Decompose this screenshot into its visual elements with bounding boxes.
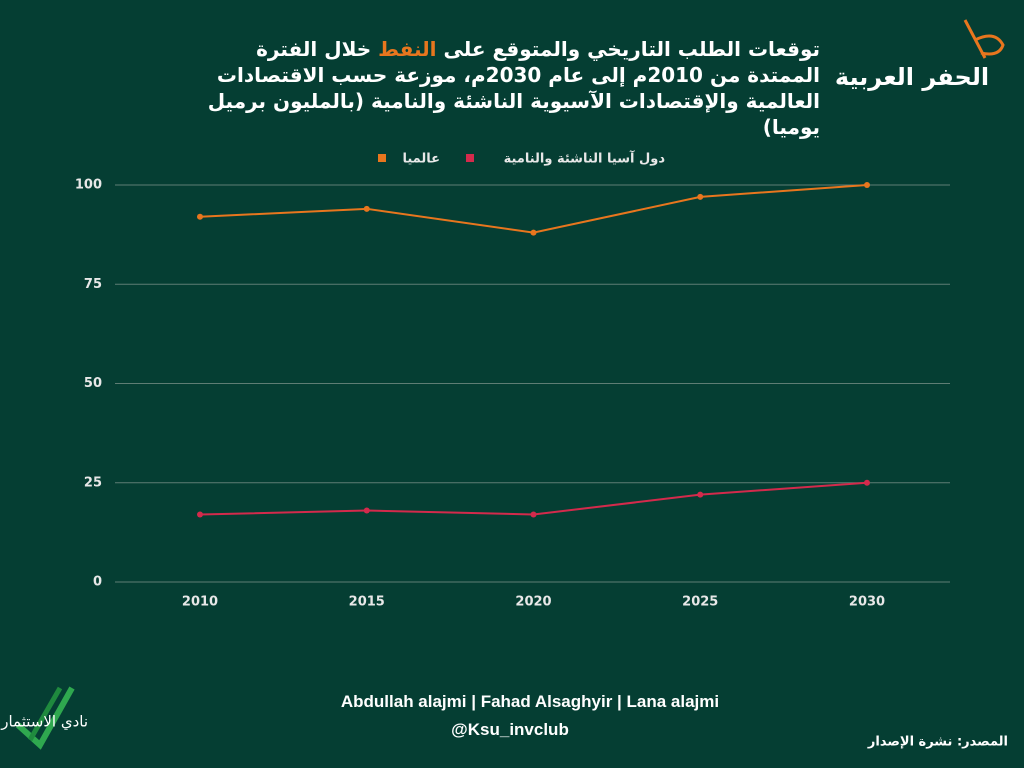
- authors: Abdullah alajmi | Fahad Alsaghyir | Lana…: [340, 692, 720, 711]
- club-logo: [15, 686, 75, 750]
- point: [530, 229, 537, 236]
- point: [363, 205, 370, 212]
- y-tick-label: 100: [75, 178, 102, 193]
- point: [697, 193, 704, 200]
- legend-label: عالميا: [402, 152, 440, 167]
- x-tick-label: 2010: [182, 595, 218, 610]
- club-name: نادي الاستثمار: [0, 713, 88, 732]
- point: [864, 479, 870, 486]
- point: [197, 213, 203, 220]
- point: [197, 511, 203, 518]
- logo: الحفر العربية: [835, 63, 989, 91]
- x-tick-label: 2015: [349, 595, 385, 610]
- point: [697, 491, 704, 498]
- series-line: [199, 184, 868, 234]
- x-tick-label: 2030: [849, 595, 885, 610]
- legend-swatch: [466, 154, 474, 162]
- x-tick-label: 2025: [682, 595, 718, 610]
- x-tick-label: 2020: [515, 595, 551, 610]
- title-highlight: النفط: [378, 37, 437, 61]
- handle: @Ksu_invclub: [451, 720, 569, 739]
- y-tick-label: 25: [84, 475, 102, 490]
- source: المصدر: نشرة الإصدار: [867, 735, 1008, 750]
- point: [363, 507, 370, 514]
- y-tick-label: 75: [84, 277, 102, 292]
- logo-mark: [963, 19, 1005, 59]
- title-part: توقعات الطلب التاريخي والمتوقع على: [436, 37, 820, 61]
- y-tick-label: 0: [93, 575, 102, 590]
- legend-label: دول آسيا الناشئة والنامية: [504, 150, 666, 167]
- point: [530, 511, 537, 518]
- chart-title: توقعات الطلب التاريخي والمتوقع على النفط…: [180, 36, 820, 140]
- title-part: خلال الفترة الممتدة من 2010م إلى عام 203…: [207, 37, 820, 139]
- legend-swatch: [378, 154, 386, 162]
- y-tick-label: 50: [84, 376, 102, 391]
- point: [864, 182, 870, 188]
- series-line: [199, 481, 868, 516]
